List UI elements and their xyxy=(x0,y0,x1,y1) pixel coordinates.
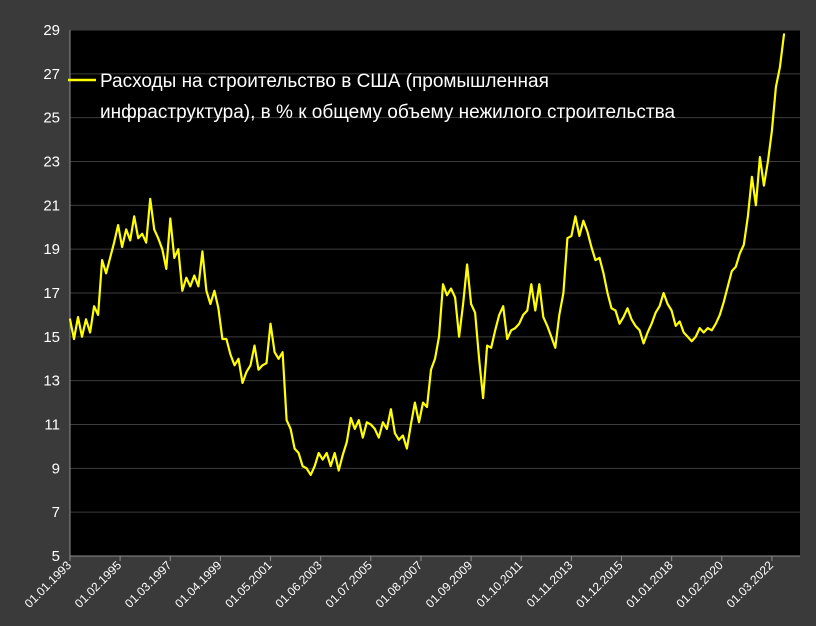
y-tick-label: 15 xyxy=(43,329,60,346)
legend-label-line-2: инфраструктура), в % к общему объему неж… xyxy=(100,102,675,123)
y-tick-label: 11 xyxy=(44,417,60,434)
y-tick-label: 21 xyxy=(43,197,60,214)
legend-label-line-1: Расходы на строительство в США (промышле… xyxy=(100,71,549,92)
series-line xyxy=(68,33,786,476)
y-tick-label: 19 xyxy=(43,241,60,258)
y-tick-label: 25 xyxy=(43,110,60,127)
series xyxy=(68,33,786,476)
y-tick-label: 29 xyxy=(43,22,60,39)
y-tick-label: 9 xyxy=(52,460,60,477)
y-tick-label: 17 xyxy=(43,285,60,302)
gridlines xyxy=(70,29,800,513)
y-tick-label: 23 xyxy=(43,154,60,171)
y-tick-label: 7 xyxy=(52,504,60,521)
y-tick-label: 27 xyxy=(43,66,60,83)
legend: Расходы на строительство в США (промышле… xyxy=(68,71,675,123)
y-tick-label: 5 xyxy=(52,548,60,565)
y-tick-label: 13 xyxy=(43,373,60,390)
